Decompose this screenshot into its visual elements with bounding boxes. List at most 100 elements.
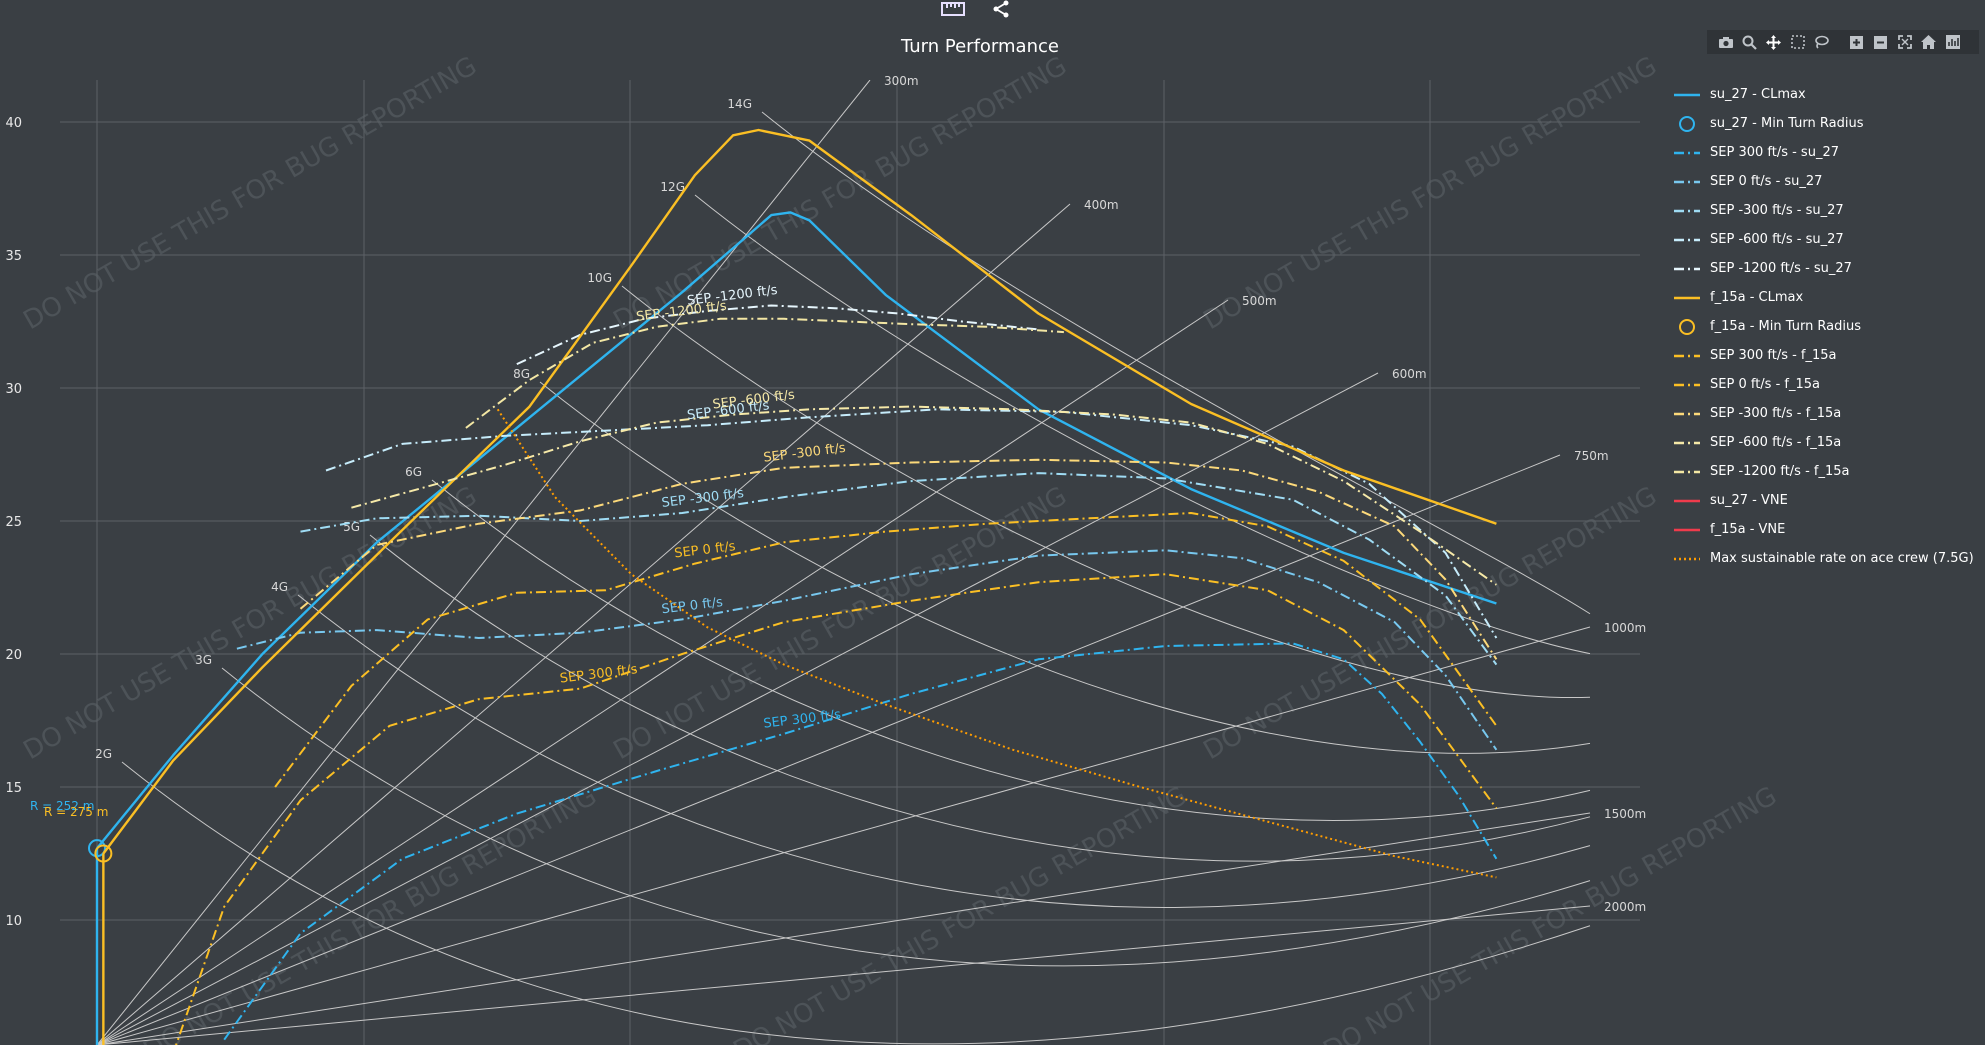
- y-tick-label: 30: [5, 382, 22, 397]
- g-line-14: [761, 111, 1591, 615]
- g-line-label: 5G: [343, 520, 360, 534]
- legend-label: SEP -300 ft/s - su_27: [1710, 203, 1844, 218]
- legend-item[interactable]: su_27 - VNE: [1670, 486, 1985, 515]
- legend-symbol: [1674, 528, 1700, 531]
- box-select-icon[interactable]: [1787, 32, 1808, 52]
- autoscale-icon[interactable]: [1894, 32, 1915, 52]
- legend-item[interactable]: SEP 0 ft/s - f_15a: [1670, 370, 1985, 399]
- legend-item[interactable]: SEP -300 ft/s - f_15a: [1670, 399, 1985, 428]
- series-line: [223, 642, 1498, 1041]
- radius-line-label: 2000m: [1604, 900, 1646, 914]
- series-line: [96, 211, 1497, 849]
- g-line-label: 3G: [195, 653, 212, 667]
- series-line: [325, 408, 1498, 639]
- legend-symbol: [1674, 441, 1700, 444]
- series-line: [300, 472, 1498, 666]
- series-line: [175, 573, 1498, 1045]
- sep-curve-label: SEP 300 ft/s: [763, 707, 842, 731]
- radius-line-1000: [96, 626, 1591, 1045]
- y-tick-label: 15: [5, 781, 22, 796]
- legend-label: SEP -600 ft/s - f_15a: [1710, 435, 1842, 450]
- g-line-label: 8G: [513, 367, 530, 381]
- reset-axes-icon[interactable]: [1918, 32, 1939, 52]
- g-line-8: [539, 381, 1591, 754]
- camera-icon[interactable]: [1715, 32, 1736, 52]
- legend-label: SEP 300 ft/s - su_27: [1710, 145, 1839, 160]
- radius-line-label: 500m: [1242, 294, 1277, 308]
- legend-symbol: [1674, 383, 1700, 386]
- g-line-5: [369, 534, 1591, 862]
- legend-marker: [1679, 115, 1695, 132]
- legend-item[interactable]: SEP -1200 ft/s - f_15a: [1670, 457, 1985, 486]
- sep-curve-label: SEP -300 ft/s: [763, 441, 847, 466]
- watermark-layer: DO NOT USE THIS FOR BUG REPORTING DO NOT …: [19, 51, 1783, 1045]
- sep-curve-label: SEP -300 ft/s: [661, 486, 745, 511]
- radius-line-label: 1500m: [1604, 807, 1646, 821]
- series-line: [516, 304, 1039, 366]
- zoom-in-icon[interactable]: [1846, 32, 1867, 52]
- share-icon[interactable]: [988, 0, 1014, 18]
- series-line: [465, 317, 1064, 429]
- legend-symbol: [1679, 115, 1695, 132]
- legend-item[interactable]: f_15a - VNE: [1670, 515, 1985, 544]
- sep-curve-label: SEP 0 ft/s: [661, 595, 724, 617]
- legend-label: f_15a - VNE: [1710, 522, 1786, 537]
- radius-line-label: 750m: [1574, 449, 1609, 463]
- series-labels: SEP 300 ft/s SEP 0 ft/s SEP -300 ft/s SEP -…: [30, 283, 847, 819]
- legend-item[interactable]: SEP -1200 ft/s - su_27: [1670, 254, 1985, 283]
- watermark-text: DO NOT USE THIS FOR BUG REPORTING: [729, 781, 1193, 1045]
- legend-marker: [1679, 318, 1695, 335]
- ruler-icon[interactable]: [940, 0, 966, 18]
- sep-curve-label: SEP 0 ft/s: [674, 539, 737, 561]
- plotly-logo-icon[interactable]: [1942, 32, 1963, 52]
- watermark-text: DO NOT USE THIS FOR BUG REPORTING: [19, 481, 483, 766]
- g-line-12: [694, 194, 1591, 655]
- watermark-text: DO NOT USE THIS FOR BUG REPORTING: [19, 51, 483, 336]
- watermark-text: DO NOT USE THIS FOR BUG REPORTING: [139, 781, 603, 1045]
- legend-item[interactable]: SEP -600 ft/s - f_15a: [1670, 428, 1985, 457]
- legend-label: Max sustainable rate on ace crew (7.5G): [1710, 551, 1974, 566]
- legend-symbol: [1674, 354, 1700, 357]
- y-tick-label: 25: [5, 515, 22, 530]
- min-radius-annotation: R = 275 m: [44, 805, 108, 819]
- g-line-label: 10G: [587, 271, 612, 285]
- pan-icon[interactable]: [1763, 32, 1784, 52]
- lasso-icon[interactable]: [1811, 32, 1832, 52]
- legend-item[interactable]: SEP 300 ft/s - f_15a: [1670, 341, 1985, 370]
- legend-item[interactable]: SEP 300 ft/s - su_27: [1670, 138, 1985, 167]
- plot-modebar: [1707, 30, 1979, 54]
- y-tick-label: 40: [5, 116, 22, 131]
- legend-item[interactable]: su_27 - CLmax: [1670, 80, 1985, 109]
- legend-symbol: [1674, 238, 1700, 241]
- legend-item[interactable]: f_15a - CLmax: [1670, 283, 1985, 312]
- legend-label: SEP -600 ft/s - su_27: [1710, 232, 1844, 247]
- legend-symbol: [1674, 151, 1700, 154]
- radius-line-750: [96, 454, 1561, 1045]
- legend-symbol: [1674, 267, 1700, 270]
- watermark-text: DO NOT USE THIS FOR BUG REPORTING: [1319, 781, 1783, 1045]
- y-axis: 10 15 20 25 30 35 40: [5, 116, 22, 929]
- legend-item[interactable]: SEP 0 ft/s - su_27: [1670, 167, 1985, 196]
- grid-layer: [60, 80, 1640, 1045]
- legend-item[interactable]: Max sustainable rate on ace crew (7.5G): [1670, 544, 1985, 573]
- min-turn-radius-marker: [88, 839, 106, 858]
- legend-item[interactable]: su_27 - Min Turn Radius: [1670, 109, 1985, 138]
- g-line-label: 12G: [660, 180, 685, 194]
- radius-line-400: [96, 203, 1071, 1045]
- radius-line-label: 400m: [1084, 198, 1119, 212]
- legend-item[interactable]: SEP -600 ft/s - su_27: [1670, 225, 1985, 254]
- legend-label: su_27 - CLmax: [1710, 87, 1806, 102]
- g-line-4: [297, 594, 1591, 908]
- legend-item[interactable]: f_15a - Min Turn Radius: [1670, 312, 1985, 341]
- g-line-label: 6G: [405, 465, 422, 479]
- zoom-icon[interactable]: [1739, 32, 1760, 52]
- legend-symbol: [1674, 412, 1700, 415]
- zoom-out-icon[interactable]: [1870, 32, 1891, 52]
- legend-item[interactable]: SEP -300 ft/s - su_27: [1670, 196, 1985, 225]
- min-radius-annotation: R = 252 m: [30, 799, 94, 813]
- g-line-3: [221, 667, 1591, 967]
- g-radius-overlay: [96, 80, 1591, 1045]
- radius-line-1500: [96, 812, 1591, 1045]
- y-tick-label: 10: [5, 914, 22, 929]
